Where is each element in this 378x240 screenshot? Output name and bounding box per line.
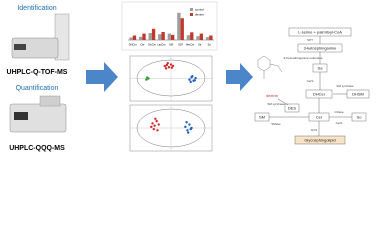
x-tick-label: GluCer (148, 43, 156, 47)
point (184, 125, 187, 129)
point (152, 127, 155, 131)
bar (138, 36, 143, 40)
point (185, 121, 188, 124)
bar (205, 37, 210, 40)
bar (167, 33, 171, 40)
point (155, 119, 158, 123)
point (169, 63, 173, 66)
bar (199, 33, 204, 40)
molecule-structure (257, 55, 283, 79)
graphical-abstract: Identification UHPLC-Q-TOF-MS Quantifica… (7, 1, 370, 152)
node-label: Glycosphingolipid (304, 137, 335, 142)
inhibitor-label: dextrin (266, 93, 278, 98)
pathway-node (284, 103, 300, 113)
x-tick-label: DHCer (129, 43, 137, 47)
identification-label: Identification (17, 5, 56, 12)
point (167, 66, 171, 69)
point (145, 78, 148, 81)
method-qtof: UHPLC-Q-TOF-MS (7, 69, 68, 76)
legend-label: control (195, 7, 204, 11)
x-tick-label: Cer (140, 43, 144, 47)
point (150, 125, 153, 129)
bar (129, 37, 133, 40)
instrument-qqq (9, 95, 67, 133)
quantification-label: Quantification (16, 85, 59, 92)
bar-frame (121, 1, 218, 51)
bar (177, 12, 181, 41)
node-label: So (357, 114, 363, 119)
point (146, 76, 149, 79)
point (193, 79, 196, 82)
x-tick-label: HexCer (186, 43, 195, 47)
node-label: Sa (318, 65, 324, 70)
point (154, 117, 157, 121)
enzyme-label: CerS (307, 79, 314, 83)
point (186, 129, 189, 132)
bar (142, 33, 146, 40)
point (188, 78, 191, 81)
legend-label: dextrin (195, 12, 204, 16)
bar (196, 36, 200, 40)
pathway-node (294, 135, 346, 145)
bar (180, 18, 184, 40)
bar (186, 35, 191, 40)
bar (161, 32, 165, 40)
point (188, 123, 191, 126)
bar (190, 32, 194, 40)
point (151, 122, 154, 125)
bar (158, 34, 162, 40)
instrument-qtof (11, 13, 70, 61)
pathway-arrow (277, 98, 289, 106)
enzyme-label: SPT (307, 38, 313, 42)
point (170, 66, 174, 69)
bar (148, 32, 152, 40)
point (164, 67, 168, 70)
enzyme-label: 3-Ketosphinganine reductase (283, 56, 322, 60)
arrow (86, 62, 118, 92)
point (157, 123, 160, 126)
point (166, 62, 169, 65)
bar (151, 28, 156, 40)
x-tick-label: Sa (198, 43, 202, 47)
enzyme-label: SMase (271, 122, 281, 126)
x-tick-label: S1P (178, 43, 183, 47)
point (156, 129, 159, 132)
legend-swatch (190, 13, 193, 16)
point (194, 76, 197, 80)
point (153, 124, 156, 127)
x-tick-label: SM (169, 43, 173, 47)
node-label: 3-ketosphinganine (304, 45, 337, 50)
bar (209, 35, 213, 40)
node-label: SM (259, 114, 265, 119)
point (171, 64, 175, 68)
enzyme-label: CDase (334, 110, 344, 114)
node-label: Cer (316, 114, 323, 119)
pathway: L-serine + palmitoyl-CoA 3-ketosphinganin… (254, 27, 370, 145)
method-qqq: UHPLC-QQQ-MS (9, 145, 65, 152)
point (187, 131, 190, 134)
node-label: L-serine + palmitoyl-CoA (298, 29, 342, 34)
enzyme-label: SM synthase (336, 84, 354, 88)
enzyme-label: GCS (311, 128, 318, 132)
enzyme-label: CerS (336, 121, 343, 125)
legend-swatch (190, 8, 193, 11)
point (189, 80, 192, 84)
point (163, 64, 167, 68)
node-label: DES (288, 105, 297, 110)
x-tick-label: LacCer (157, 43, 165, 47)
point (165, 63, 169, 67)
point (191, 75, 194, 78)
node-label: DHCer (313, 91, 326, 96)
x-tick-label: So (208, 43, 212, 47)
node-label: DHSM (352, 91, 364, 96)
bar (132, 35, 137, 40)
bar (171, 34, 175, 40)
enzyme-label: SM synthase (267, 102, 285, 106)
arrow (226, 63, 253, 91)
point (189, 127, 192, 131)
